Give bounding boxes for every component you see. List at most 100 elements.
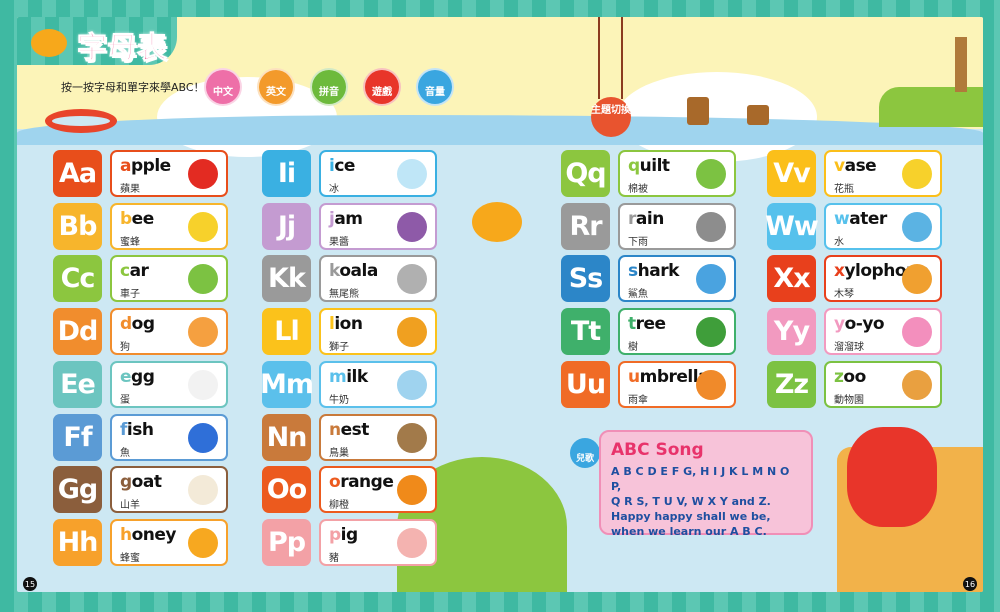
word-card[interactable]: nest 鳥巢 [319, 413, 437, 461]
letter-tile[interactable]: Gg [53, 466, 102, 514]
letter-tile[interactable]: Aa [53, 150, 102, 197]
letter-tile[interactable]: Hh [53, 518, 102, 566]
letter-tile[interactable]: Oo [262, 466, 311, 514]
chinese-word: 雨傘 [628, 394, 648, 406]
word-card[interactable]: lion 獅子 [319, 308, 437, 356]
water-drop-icon [902, 211, 932, 242]
letter-tile[interactable]: Uu [561, 360, 610, 408]
word-card[interactable]: umbrella 雨傘 [618, 360, 736, 408]
fish-icon [188, 422, 218, 453]
abc-song-box[interactable]: ABC Song A B C D E F G, H I J K L M N O … [599, 430, 813, 538]
letter-tile[interactable]: Xx [767, 255, 816, 303]
chinese-word: 木琴 [834, 289, 854, 301]
pufferfish-icon [472, 202, 522, 242]
word-card[interactable]: apple 蘋果 [110, 150, 228, 197]
word-card[interactable]: goat 山羊 [110, 466, 228, 514]
word-card[interactable]: fish 魚 [110, 413, 228, 461]
letter-tile[interactable]: Ii [262, 150, 311, 197]
letter-tile[interactable]: Mm [260, 360, 314, 408]
letter-tile[interactable]: Ss [561, 255, 610, 303]
word-card[interactable]: quilt 棉被 [618, 150, 736, 197]
word-first-letter: d [120, 314, 132, 335]
letter-tile[interactable]: Ww [765, 202, 819, 250]
letter-tile[interactable]: Yy [767, 308, 816, 356]
word: lion [329, 314, 363, 335]
word-first-letter: g [120, 472, 132, 493]
word: water [834, 209, 887, 229]
letter-tile[interactable]: Pp [262, 518, 311, 566]
letter-tile[interactable]: Rr [561, 202, 610, 250]
letter-tile[interactable]: Qq [561, 150, 610, 197]
vase-icon [902, 159, 932, 189]
word-card[interactable]: bee 蜜蜂 [110, 202, 228, 250]
word-card[interactable]: car 車子 [110, 255, 228, 303]
word-card[interactable]: dog 狗 [110, 308, 228, 356]
word-card[interactable]: zoo 動物園 [824, 360, 942, 408]
pig-icon [397, 527, 427, 558]
letter-tile[interactable]: Cc [53, 255, 102, 303]
word-first-letter: r [628, 208, 636, 229]
letter-tile[interactable]: Ll [262, 308, 311, 356]
chinese-word: 牛奶 [329, 394, 349, 406]
word-card[interactable]: honey 蜂蜜 [110, 518, 228, 566]
nursery-rhyme-button[interactable]: 兒歌 [570, 438, 600, 468]
letter-tile[interactable]: Ee [53, 360, 102, 408]
mode-button[interactable]: 遊戲 [363, 68, 401, 106]
theme-switch-button[interactable]: 主題切換 [591, 97, 631, 137]
word-card[interactable]: tree 樹 [618, 308, 736, 356]
rope [621, 17, 623, 99]
word: quilt [628, 156, 670, 176]
word-rest: oney [131, 524, 177, 545]
yoyo-icon [902, 317, 932, 348]
letter-tile[interactable]: Bb [53, 202, 102, 250]
word-card[interactable]: egg 蛋 [110, 360, 228, 408]
word-first-letter: i [329, 156, 335, 176]
word-rest: ree [635, 314, 666, 335]
word-card[interactable]: orange 柳橙 [319, 466, 437, 514]
chinese-word: 柳橙 [329, 500, 349, 512]
quilt-icon [696, 159, 726, 189]
letter-tile[interactable]: Zz [767, 360, 816, 408]
word-rest: pple [130, 156, 171, 176]
word-card[interactable]: vase 花瓶 [824, 150, 942, 197]
zoo-icon [902, 369, 932, 400]
mode-button[interactable]: 拼音 [310, 68, 348, 106]
word-rest: o-yo [844, 314, 885, 335]
word-card[interactable]: pig 豬 [319, 518, 437, 566]
rain-cloud-icon [696, 211, 726, 242]
word-card[interactable]: milk 牛奶 [319, 360, 437, 408]
word-card[interactable]: yo-yo 溜溜球 [824, 308, 942, 356]
letter-tile[interactable]: Dd [53, 308, 102, 356]
word-card[interactable]: ice 冰 [319, 150, 437, 197]
letter-tile[interactable]: Kk [262, 255, 311, 303]
word-rest: ce [334, 156, 355, 176]
word-rest: ilk [346, 366, 368, 387]
word: vase [834, 156, 877, 176]
word-first-letter: b [120, 208, 132, 229]
word-card[interactable]: xylophone 木琴 [824, 255, 942, 303]
word-card[interactable]: koala 無尾熊 [319, 255, 437, 303]
letter-tile[interactable]: Jj [262, 202, 311, 250]
word-card[interactable]: shark 鯊魚 [618, 255, 736, 303]
letter-tile[interactable]: Tt [561, 308, 610, 356]
instruction-text: 按一按字母和單字來學ABC！ [61, 81, 205, 94]
word-first-letter: l [329, 314, 335, 335]
letter-tile[interactable]: Nn [262, 413, 311, 461]
page-title: 字母表 [77, 31, 168, 67]
shark-icon [696, 264, 726, 295]
word-rest: ion [334, 314, 363, 335]
word: koala [329, 261, 378, 281]
word-rest: oat [131, 472, 162, 493]
mode-button[interactable]: 英文 [257, 68, 295, 106]
umbrella-icon [696, 369, 726, 400]
word-card[interactable]: rain 下雨 [618, 202, 736, 250]
chinese-word: 魚 [120, 447, 130, 459]
mode-button[interactable]: 中文 [204, 68, 242, 106]
word-card[interactable]: jam 果醬 [319, 202, 437, 250]
word-card[interactable]: water 水 [824, 202, 942, 250]
mode-button[interactable]: 音量 [416, 68, 454, 106]
letter-tile[interactable]: Vv [767, 150, 816, 197]
fish-logo-icon [31, 29, 67, 57]
word-first-letter: v [834, 156, 845, 176]
letter-tile[interactable]: Ff [53, 413, 102, 461]
